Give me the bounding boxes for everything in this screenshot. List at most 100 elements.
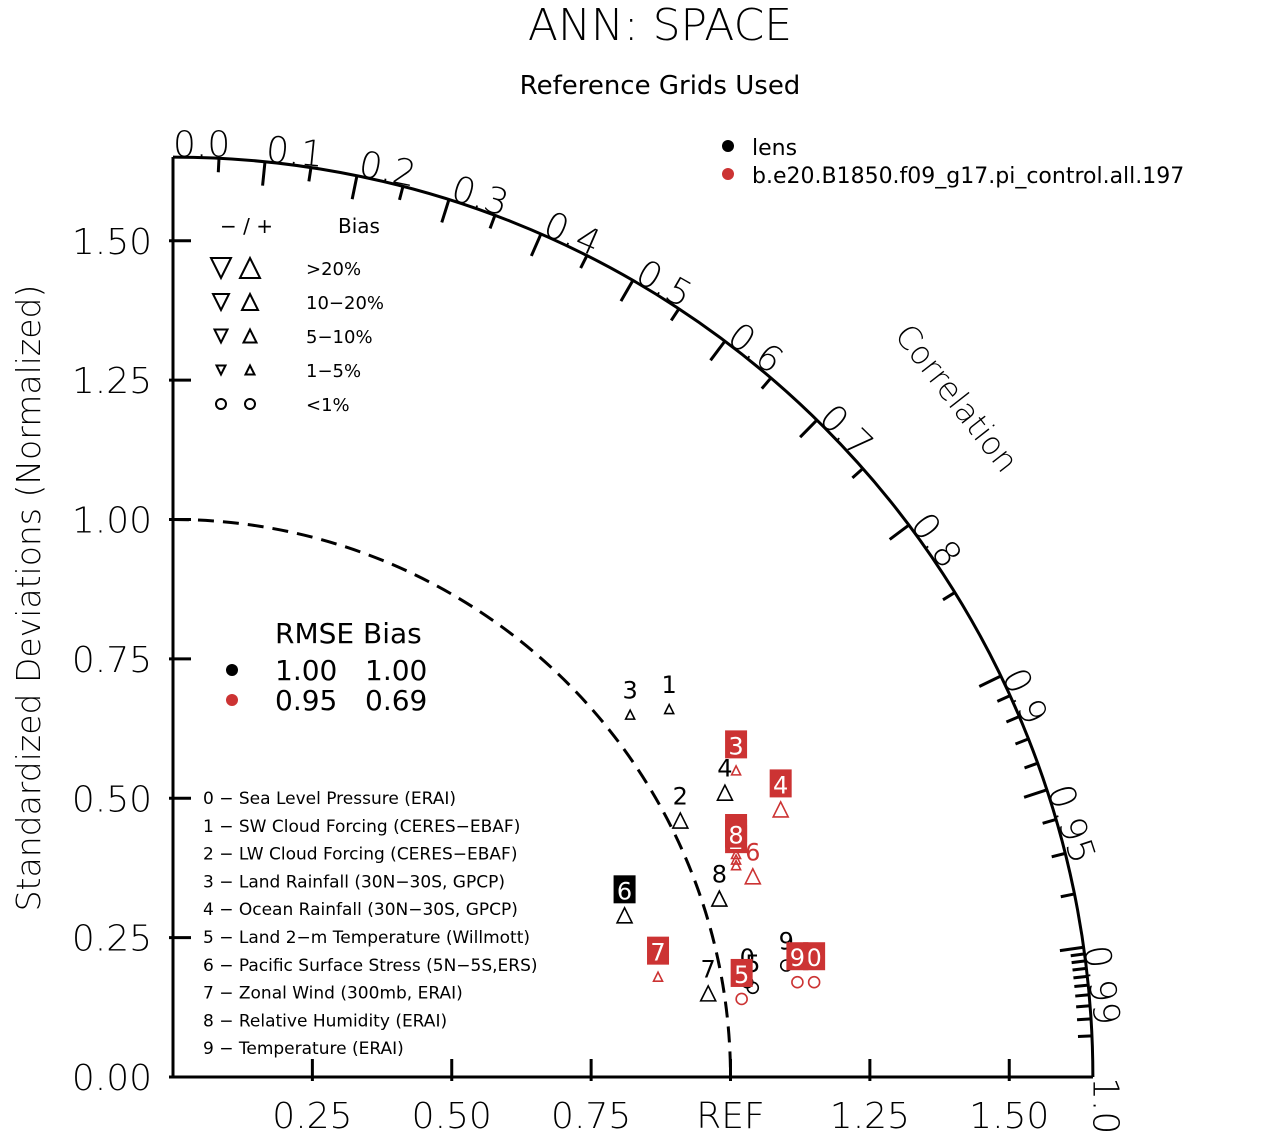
reference-arc (172, 518, 732, 1078)
chart-title: ANN: SPACE (528, 0, 792, 51)
bias-row-label: 10−20% (306, 293, 384, 314)
point-label: 5 (734, 961, 749, 989)
variable-list-item: 1 − SW Cloud Forcing (CERES−EBAF) (203, 817, 520, 837)
point-label-box (613, 875, 636, 904)
bias-row-label: 1−5% (306, 361, 361, 382)
correlation-minor-tick (1014, 737, 1030, 746)
point-marker-triangle (744, 867, 762, 885)
point-label: 8 (712, 861, 727, 889)
bias-legend: − / + Bias >20% 10−20% 5−10% 1−5% <1% (209, 214, 384, 416)
point-label-box (725, 819, 748, 848)
correlation-tick (619, 279, 635, 302)
variable-list-item: 5 − Land 2−m Temperature (Willmott) (203, 928, 530, 948)
correlation-tick-label: 0.7 (811, 397, 881, 466)
rmse-header: RMSE Bias (275, 617, 422, 650)
y-tick-label: 0.00 (72, 1058, 152, 1099)
point-marker-triangle (730, 853, 742, 865)
correlation-minor-tick (1060, 892, 1075, 899)
correlation-minor-tick (1071, 959, 1086, 965)
point-label-box (803, 942, 826, 971)
point-label: 4 (717, 755, 732, 783)
legend-marker (722, 140, 734, 152)
variable-list-item: 7 − Zonal Wind (300mb, ERAI) (203, 984, 463, 1004)
correlation-tick (529, 233, 543, 257)
bias-circle-icon (244, 398, 256, 410)
correlation-tick (978, 674, 1002, 688)
bias-circle-icon (215, 398, 227, 410)
bias-triangle-down-icon (209, 257, 233, 281)
correlation-tick-label: 0.95 (1039, 780, 1103, 869)
legend-label: lens (752, 136, 797, 161)
y-axis-label: Standardized Deviations (Normalized) (9, 285, 48, 912)
point-marker-triangle (710, 889, 729, 907)
rmse-row-marker (226, 694, 238, 706)
axes: 0.000.250.500.751.001.251.500.25 0.50 0.75… (72, 125, 1127, 1135)
bias-triangle-down-icon (212, 328, 230, 345)
bias-row-label: <1% (306, 395, 350, 416)
point-label: 3 (623, 677, 638, 705)
rmse-value: 0.95 (275, 684, 337, 717)
point-marker-circle (735, 992, 748, 1006)
legend-label: b.e20.B1850.f09_g17.pi_control.all.197 (752, 164, 1184, 189)
point-marker-triangle (663, 702, 675, 715)
correlation-tick-label: 1.0 (1084, 1077, 1125, 1134)
point-marker-triangle (624, 708, 636, 720)
bias-triangle-up-icon (241, 327, 259, 344)
correlation-tick (1059, 945, 1084, 953)
point-marker-triangle (699, 984, 717, 1002)
bias-value: 0.69 (365, 684, 427, 717)
bias-header-sign: − / + (220, 214, 273, 238)
point-label: 7 (650, 939, 665, 967)
correlation-tick-label: 0.2 (355, 144, 419, 196)
variable-list: 0 − Sea Level Pressure (ERAI) 1 − SW Clou… (203, 789, 538, 1059)
y-tick-label: 0.25 (72, 919, 152, 960)
x-tick-label: 0.50 (412, 1096, 492, 1135)
point-label: 1 (662, 671, 677, 699)
correlation-minor-tick (398, 185, 405, 201)
correlation-arc (172, 155, 1095, 1078)
rmse-value: 1.00 (275, 654, 337, 687)
correlation-tick-label: 0.5 (629, 252, 699, 316)
correlation-minor-tick (1076, 1017, 1092, 1022)
variable-list-item: 2 − LW Cloud Forcing (CERES−EBAF) (203, 845, 517, 865)
y-tick-label: 1.00 (72, 501, 152, 542)
point-label: 6 (617, 877, 632, 905)
variable-list-item: 4 − Ocean Rainfall (30N−30S, GPCP) (203, 900, 518, 920)
correlation-minor-tick (1077, 1034, 1093, 1038)
bias-triangle-down-icon (211, 293, 231, 313)
correlation-minor-tick (942, 591, 956, 602)
correlation-minor-tick (1075, 993, 1090, 998)
y-tick-label: 0.75 (72, 640, 152, 681)
series-legend: lens b.e20.B1850.f09_g17.pi_control.all.1… (722, 136, 1184, 189)
point-label: 4 (773, 771, 788, 799)
variable-list-item: 6 − Pacific Surface Stress (5N−5S,ERS) (203, 956, 538, 976)
point-marker-circle (807, 975, 821, 989)
correlation-minor-tick (1042, 817, 1057, 825)
point-label: 6 (745, 838, 760, 866)
data-points: 01234567890123456789 (613, 671, 826, 1006)
correlation-minor-tick (307, 167, 313, 182)
bias-row-label: >20% (306, 259, 361, 280)
rmse-row-marker (226, 664, 238, 676)
correlation-tick (1023, 788, 1048, 799)
variable-list-item: 8 − Relative Humidity (ERAI) (203, 1011, 447, 1031)
point-label: 0 (806, 944, 821, 972)
correlation-minor-tick (1005, 715, 1020, 724)
correlation-tick-label: 0.0 (173, 125, 230, 166)
correlation-tick-label: 0.3 (446, 168, 513, 224)
point-marker-triangle (716, 783, 734, 801)
y-tick-label: 0.50 (72, 779, 152, 820)
correlation-tick (440, 199, 451, 223)
point-label: 3 (728, 732, 743, 760)
correlation-minor-tick (669, 307, 681, 322)
x-tick-label: 1.50 (969, 1096, 1049, 1135)
correlation-tick-label: 0.1 (264, 129, 325, 176)
point-label-box (769, 769, 792, 798)
correlation-minor-tick (216, 158, 221, 173)
correlation-tick (261, 161, 267, 186)
bias-header-label: Bias (338, 214, 380, 238)
point-label-box (725, 730, 748, 759)
correlation-tick-label: 0.8 (902, 506, 969, 576)
